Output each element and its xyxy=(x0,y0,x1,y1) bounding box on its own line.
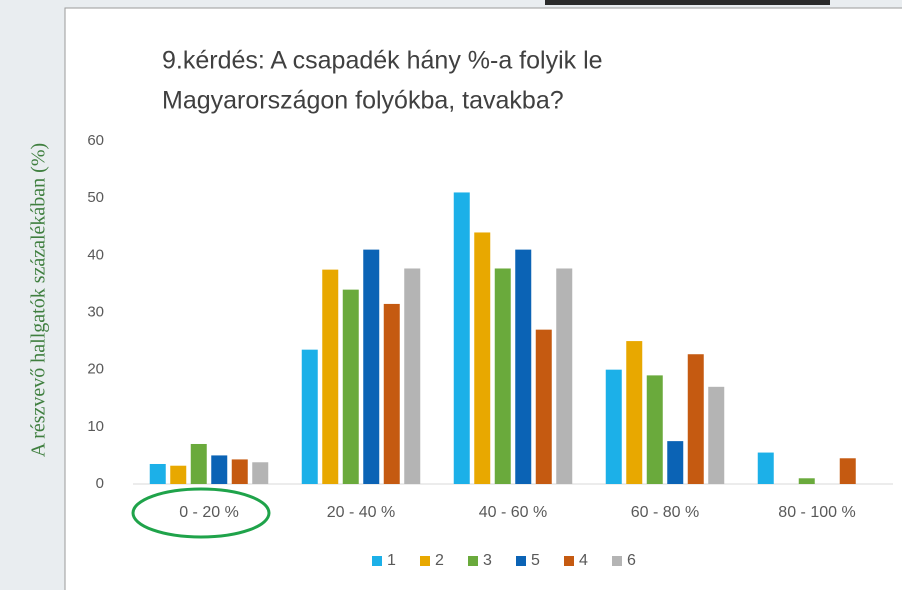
y-tick-label: 50 xyxy=(87,189,104,206)
bar xyxy=(384,304,400,484)
legend-label: 3 xyxy=(483,552,492,569)
bar xyxy=(647,375,663,484)
bar xyxy=(799,478,815,484)
bar xyxy=(667,441,683,484)
y-tick-label: 0 xyxy=(96,475,104,492)
bar xyxy=(232,459,248,484)
x-tick-label: 20 - 40 % xyxy=(327,504,395,521)
bar xyxy=(252,462,268,484)
legend-label: 5 xyxy=(531,552,540,569)
legend-label: 4 xyxy=(579,552,588,569)
y-axis-label: A részvevő hallgatók százalékában (%) xyxy=(28,143,50,457)
y-tick-label: 40 xyxy=(87,246,104,263)
bar xyxy=(688,354,704,484)
bar xyxy=(536,330,552,484)
bar xyxy=(170,466,186,484)
bar xyxy=(556,268,572,484)
y-tick-label: 60 xyxy=(87,132,104,149)
bar xyxy=(606,370,622,484)
bar xyxy=(150,464,166,484)
bar xyxy=(191,444,207,484)
legend-swatch xyxy=(564,556,574,566)
bar xyxy=(363,250,379,484)
bar xyxy=(515,250,531,484)
legend-swatch xyxy=(468,556,478,566)
x-tick-label: 80 - 100 % xyxy=(778,504,855,521)
chart-title: Magyarországon folyókba, tavakba? xyxy=(162,87,564,115)
image-edge xyxy=(545,0,830,5)
x-tick-label: 0 - 20 % xyxy=(179,504,239,521)
chart-title: 9.kérdés: A csapadék hány %-a folyik le xyxy=(162,47,603,75)
bar xyxy=(322,270,338,484)
bar xyxy=(454,192,470,484)
legend-swatch xyxy=(612,556,622,566)
y-tick-label: 20 xyxy=(87,361,104,378)
x-tick-label: 40 - 60 % xyxy=(479,504,547,521)
legend-label: 6 xyxy=(627,552,636,569)
bar xyxy=(343,290,359,484)
legend-label: 1 xyxy=(387,552,396,569)
y-tick-label: 30 xyxy=(87,303,104,320)
bar xyxy=(474,232,490,484)
bar xyxy=(404,268,420,484)
bar xyxy=(840,458,856,484)
y-tick-label: 10 xyxy=(87,418,104,435)
legend-label: 2 xyxy=(435,552,444,569)
bar xyxy=(708,387,724,484)
chart: A részvevő hallgatók százalékában (%) 9.… xyxy=(0,0,902,590)
bar xyxy=(626,341,642,484)
bar xyxy=(211,455,227,484)
bar xyxy=(302,350,318,484)
legend-swatch xyxy=(420,556,430,566)
legend-swatch xyxy=(516,556,526,566)
x-tick-label: 60 - 80 % xyxy=(631,504,699,521)
bar xyxy=(495,268,511,484)
legend-swatch xyxy=(372,556,382,566)
bar xyxy=(758,453,774,484)
